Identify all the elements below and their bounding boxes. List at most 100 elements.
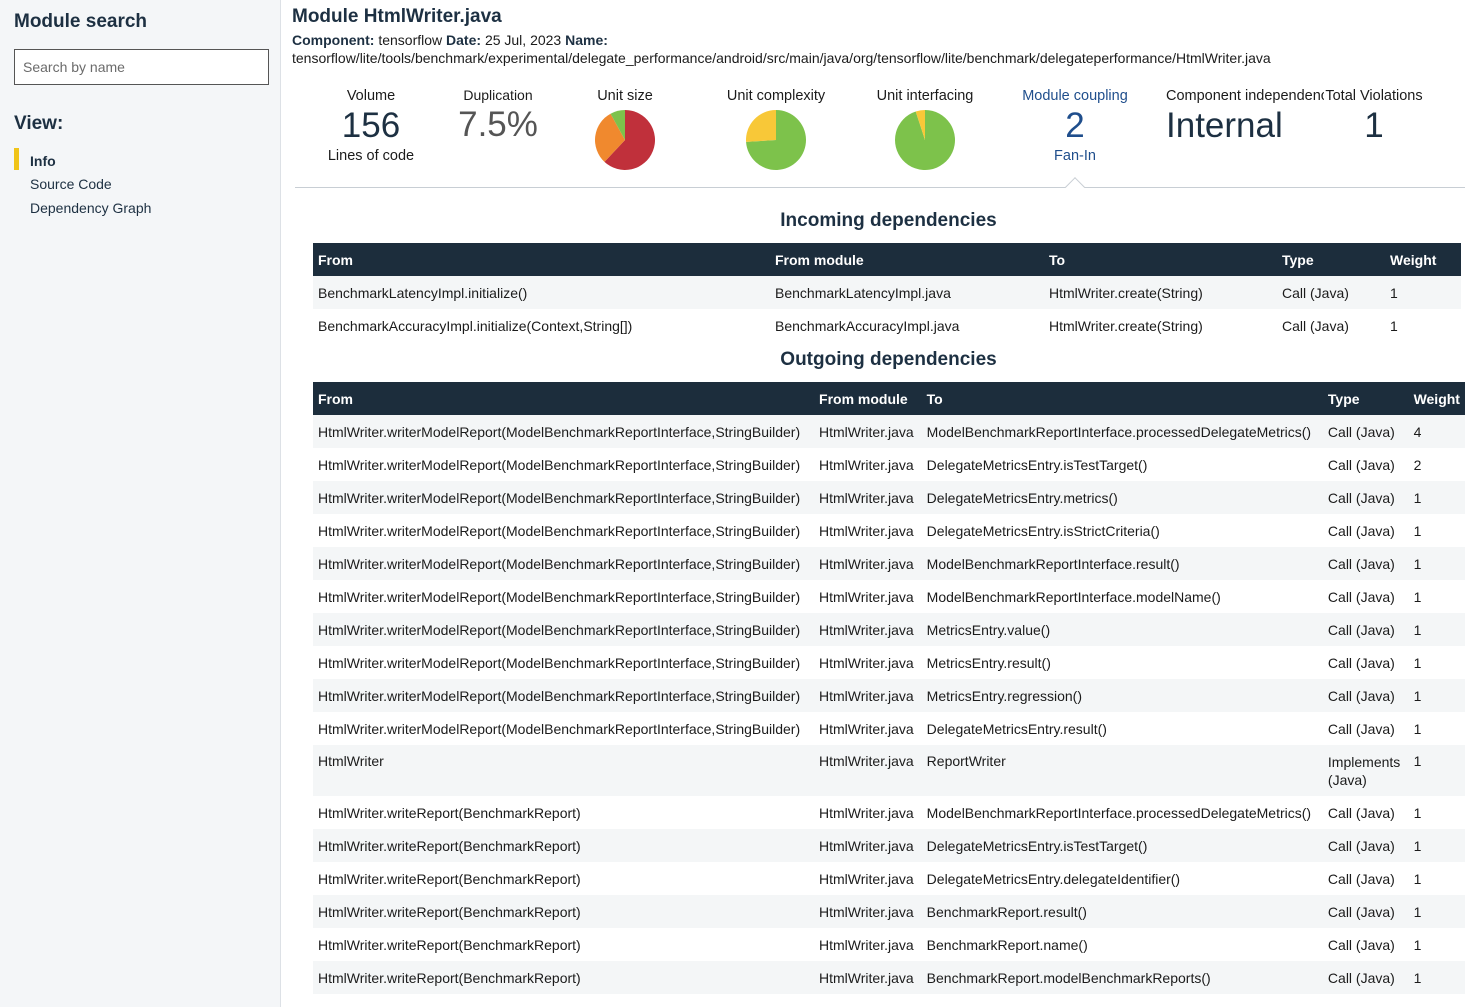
table-cell: Call (Java) <box>1322 712 1409 745</box>
table-cell: 1 <box>1408 613 1465 646</box>
table-cell: 1 <box>1385 276 1461 309</box>
table-cell: 1 <box>1408 961 1465 994</box>
table-row[interactable]: HtmlWriter HtmlWriter.java ReportWriter Imp… <box>313 745 1465 796</box>
column-header[interactable]: From module <box>814 382 922 415</box>
column-header[interactable]: To <box>1044 243 1277 276</box>
component-label: Component: <box>292 32 375 48</box>
metric-total-violations: Total Violations 1 <box>1324 88 1424 146</box>
table-cell: HtmlWriter <box>313 745 815 796</box>
table-row[interactable]: BenchmarkAccuracyImpl.initialize(Context… <box>313 309 1461 342</box>
table-cell: HtmlWriter.writerModelReport(ModelBenchm… <box>313 448 815 481</box>
name-label: Name: <box>565 32 608 48</box>
column-header[interactable]: Weight <box>1408 382 1465 415</box>
component-value: tensorflow <box>378 32 443 48</box>
table-row[interactable]: HtmlWriter.writeReport(BenchmarkReport) H… <box>313 895 1465 928</box>
module-coupling-sub: Fan-In <box>1054 148 1096 164</box>
table-cell: HtmlWriter.java <box>814 580 922 613</box>
table-row[interactable]: HtmlWriter.writerModelReport(ModelBenchm… <box>313 514 1465 547</box>
column-header[interactable]: From <box>313 382 815 415</box>
module-search-input[interactable] <box>14 49 269 85</box>
table-cell: BenchmarkLatencyImpl.java <box>770 276 1044 309</box>
module-coupling-label: Module coupling <box>1022 88 1128 104</box>
column-header[interactable]: Type <box>1277 243 1385 276</box>
table-cell: Call (Java) <box>1322 646 1409 679</box>
table-cell: HtmlWriter.java <box>814 961 922 994</box>
volume-label: Volume <box>346 88 396 104</box>
table-cell: 1 <box>1408 796 1465 829</box>
metric-duplication: Duplication 7.5% <box>448 87 548 145</box>
table-cell: 1 <box>1408 679 1465 712</box>
table-cell: 1 <box>1408 646 1465 679</box>
main-content: Module HtmlWriter.java Component: tensor… <box>282 0 1465 1007</box>
table-cell: Call (Java) <box>1322 928 1409 961</box>
column-header[interactable]: To <box>921 382 1323 415</box>
table-row[interactable]: BenchmarkLatencyImpl.initialize() Benchma… <box>313 276 1461 309</box>
metric-unit-complexity: Unit complexity <box>716 88 836 172</box>
table-cell: HtmlWriter.writerModelReport(ModelBenchm… <box>313 580 815 613</box>
table-cell: 1 <box>1408 745 1465 796</box>
metrics-divider <box>295 187 1465 188</box>
table-cell: HtmlWriter.java <box>814 928 922 961</box>
pie-slice-green <box>746 110 806 170</box>
table-cell: Call (Java) <box>1322 895 1409 928</box>
unit-complexity-label: Unit complexity <box>726 88 826 104</box>
table-row[interactable]: HtmlWriter.writerModelReport(ModelBenchm… <box>313 712 1465 745</box>
table-cell: HtmlWriter.writerModelReport(ModelBenchm… <box>313 481 815 514</box>
column-header[interactable]: From <box>313 243 770 276</box>
table-cell: MetricsEntry.result() <box>921 646 1323 679</box>
table-row[interactable]: HtmlWriter.writerModelReport(ModelBenchm… <box>313 613 1465 646</box>
table-row[interactable]: HtmlWriter.writerModelReport(ModelBenchm… <box>313 415 1465 448</box>
metric-module-coupling[interactable]: Module coupling 2 Fan-In <box>1015 88 1135 164</box>
metric-component-independence: Component independence Internal <box>1166 88 1337 146</box>
pie-slice-orange <box>595 113 625 162</box>
table-row[interactable]: HtmlWriter.writeReport(BenchmarkReport) H… <box>313 928 1465 961</box>
table-row[interactable]: HtmlWriter.writerModelReport(ModelBenchm… <box>313 481 1465 514</box>
component-independence-label: Component independence <box>1166 88 1337 104</box>
volume-sub: Lines of code <box>327 148 415 164</box>
table-cell: HtmlWriter.writerModelReport(ModelBenchm… <box>313 646 815 679</box>
table-cell: BenchmarkReport.name() <box>921 928 1323 961</box>
table-row[interactable]: HtmlWriter.writerModelReport(ModelBenchm… <box>313 547 1465 580</box>
table-cell: HtmlWriter.java <box>814 862 922 895</box>
view-item-info[interactable]: Info <box>30 153 56 169</box>
table-cell: 1 <box>1385 309 1461 342</box>
table-row[interactable]: HtmlWriter.writeReport(BenchmarkReport) H… <box>313 829 1465 862</box>
incoming-dependencies-title: Incoming dependencies <box>780 210 997 231</box>
column-header[interactable]: Weight <box>1385 243 1461 276</box>
table-cell: Call (Java) <box>1277 309 1385 342</box>
table-cell: DelegateMetricsEntry.metrics() <box>921 481 1323 514</box>
table-row[interactable]: HtmlWriter.writerModelReport(ModelBenchm… <box>313 580 1465 613</box>
table-row[interactable]: HtmlWriter.writeReport(BenchmarkReport) H… <box>313 961 1465 994</box>
table-cell: HtmlWriter.java <box>814 712 922 745</box>
table-cell: Call (Java) <box>1322 613 1409 646</box>
table-cell: DelegateMetricsEntry.isStrictCriteria() <box>921 514 1323 547</box>
table-cell: BenchmarkLatencyImpl.initialize() <box>313 276 770 309</box>
table-cell: HtmlWriter.writerModelReport(ModelBenchm… <box>313 613 815 646</box>
table-cell: Call (Java) <box>1322 448 1409 481</box>
date-label: Date: <box>446 32 482 48</box>
table-row[interactable]: HtmlWriter.writeReport(BenchmarkReport) H… <box>313 862 1465 895</box>
view-item-source-code[interactable]: Source Code <box>30 176 112 192</box>
table-row[interactable]: HtmlWriter.writerModelReport(ModelBenchm… <box>313 646 1465 679</box>
sidebar-title: Module search <box>14 11 148 32</box>
table-cell: MetricsEntry.regression() <box>921 679 1323 712</box>
column-header[interactable]: From module <box>770 243 1044 276</box>
table-cell: ReportWriter <box>921 745 1323 796</box>
outgoing-table-header: From From module To Type Weight <box>313 382 1465 415</box>
table-cell: HtmlWriter.writerModelReport(ModelBenchm… <box>313 415 815 448</box>
column-header[interactable]: Type <box>1322 382 1409 415</box>
table-cell: ModelBenchmarkReportInterface.modelName(… <box>921 580 1323 613</box>
table-cell: HtmlWriter.create(String) <box>1044 276 1277 309</box>
table-cell: Call (Java) <box>1322 829 1409 862</box>
table-cell: HtmlWriter.writerModelReport(ModelBenchm… <box>313 514 815 547</box>
table-row[interactable]: HtmlWriter.writerModelReport(ModelBenchm… <box>313 448 1465 481</box>
duplication-value: 7.5% <box>458 105 538 144</box>
table-cell: Call (Java) <box>1277 276 1385 309</box>
table-cell: HtmlWriter.java <box>814 745 922 796</box>
table-cell: ModelBenchmarkReportInterface.processedD… <box>921 796 1323 829</box>
table-row[interactable]: HtmlWriter.writerModelReport(ModelBenchm… <box>313 679 1465 712</box>
table-row[interactable]: HtmlWriter.writeReport(BenchmarkReport) H… <box>313 796 1465 829</box>
table-cell: HtmlWriter.java <box>814 679 922 712</box>
active-indicator <box>14 148 19 170</box>
view-item-dependency-graph[interactable]: Dependency Graph <box>30 200 152 216</box>
